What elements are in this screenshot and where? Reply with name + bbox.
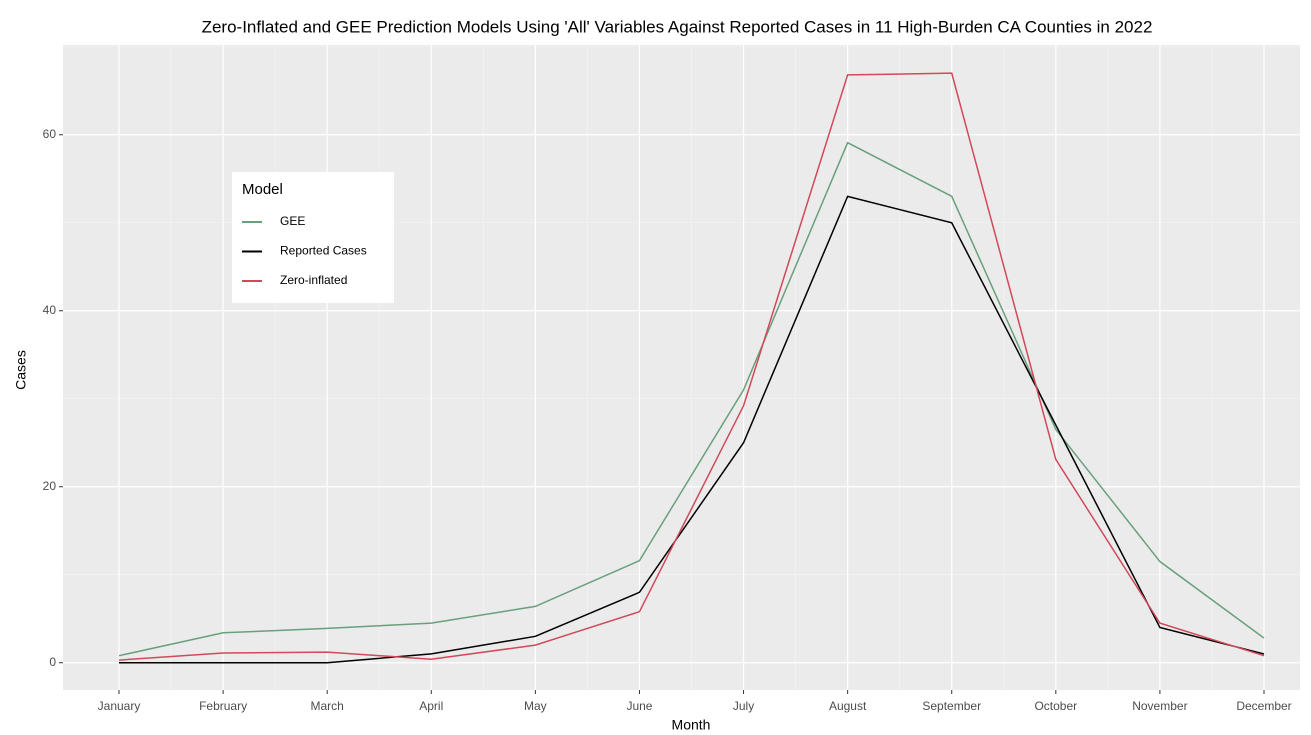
x-tick-label: August [829, 699, 867, 713]
panel [63, 45, 1300, 690]
x-tick-label: May [524, 699, 547, 713]
x-tick-label: January [98, 699, 141, 713]
legend-title: Model [242, 181, 283, 198]
series-line [118, 72, 1265, 661]
series-line [119, 195, 1265, 664]
legend: Model GEE Reported Cases Zero-inflated [232, 172, 394, 303]
y-axis-title: Cases [13, 350, 29, 390]
x-tick-label: April [419, 699, 443, 713]
y-tick-label: 40 [43, 303, 57, 317]
x-axis-title: Month [672, 717, 711, 733]
legend-label: GEE [280, 214, 305, 228]
chart-title: Zero-Inflated and GEE Prediction Models … [202, 17, 1153, 36]
x-tick-label: September [922, 699, 981, 713]
x-tick-label: February [199, 699, 247, 713]
legend-label: Reported Cases [280, 244, 367, 258]
legend-label: Zero-inflated [280, 273, 347, 287]
x-tick-label: November [1132, 699, 1187, 713]
x-tick-label: March [311, 699, 344, 713]
y-tick-label: 20 [43, 479, 57, 493]
y-tick-label: 60 [43, 127, 57, 141]
x-tick-label: December [1236, 699, 1291, 713]
x-tick-label: October [1034, 699, 1077, 713]
x-tick-label: July [733, 699, 754, 713]
y-tick-label: 0 [49, 655, 56, 669]
series-line [118, 141, 1265, 657]
x-tick-label: June [626, 699, 652, 713]
